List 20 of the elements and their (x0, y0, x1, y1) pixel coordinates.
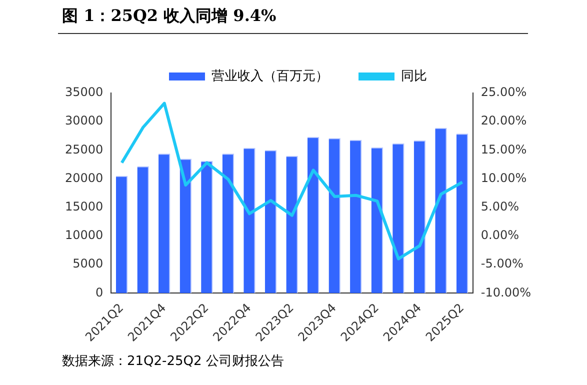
source-note: 数据来源：21Q2-25Q2 公司财报公告 (62, 353, 284, 370)
y-tick-label: 0 (96, 285, 104, 300)
y-tick-label: 15000 (64, 199, 104, 214)
y-tick-label: 30000 (64, 114, 104, 128)
y-tick-label: 35000 (64, 85, 104, 100)
y2-tick-label: 5.00% (480, 199, 520, 214)
legend-label: 同比 (401, 68, 427, 84)
chart-title: 图 1：25Q2 收入同增 9.4% (62, 6, 276, 27)
legend-label: 营业收入（百万元） (212, 68, 328, 84)
y-tick-label: 20000 (64, 170, 104, 185)
y2-tick-label: 15.00% (480, 142, 527, 156)
y-tick-label: 25000 (64, 142, 104, 156)
y2-tick-label: 10.00% (480, 170, 527, 185)
y2-tick-label: 25.00% (480, 85, 527, 100)
y2-tick-label: 20.00% (480, 114, 527, 128)
y-tick-label: 5000 (72, 256, 104, 271)
y2-tick-label: 0.00% (480, 228, 520, 242)
y2-tick-label: -10.00% (480, 285, 532, 300)
y-tick-label: 10000 (64, 228, 104, 242)
y2-tick-label: -5.00% (480, 256, 524, 271)
